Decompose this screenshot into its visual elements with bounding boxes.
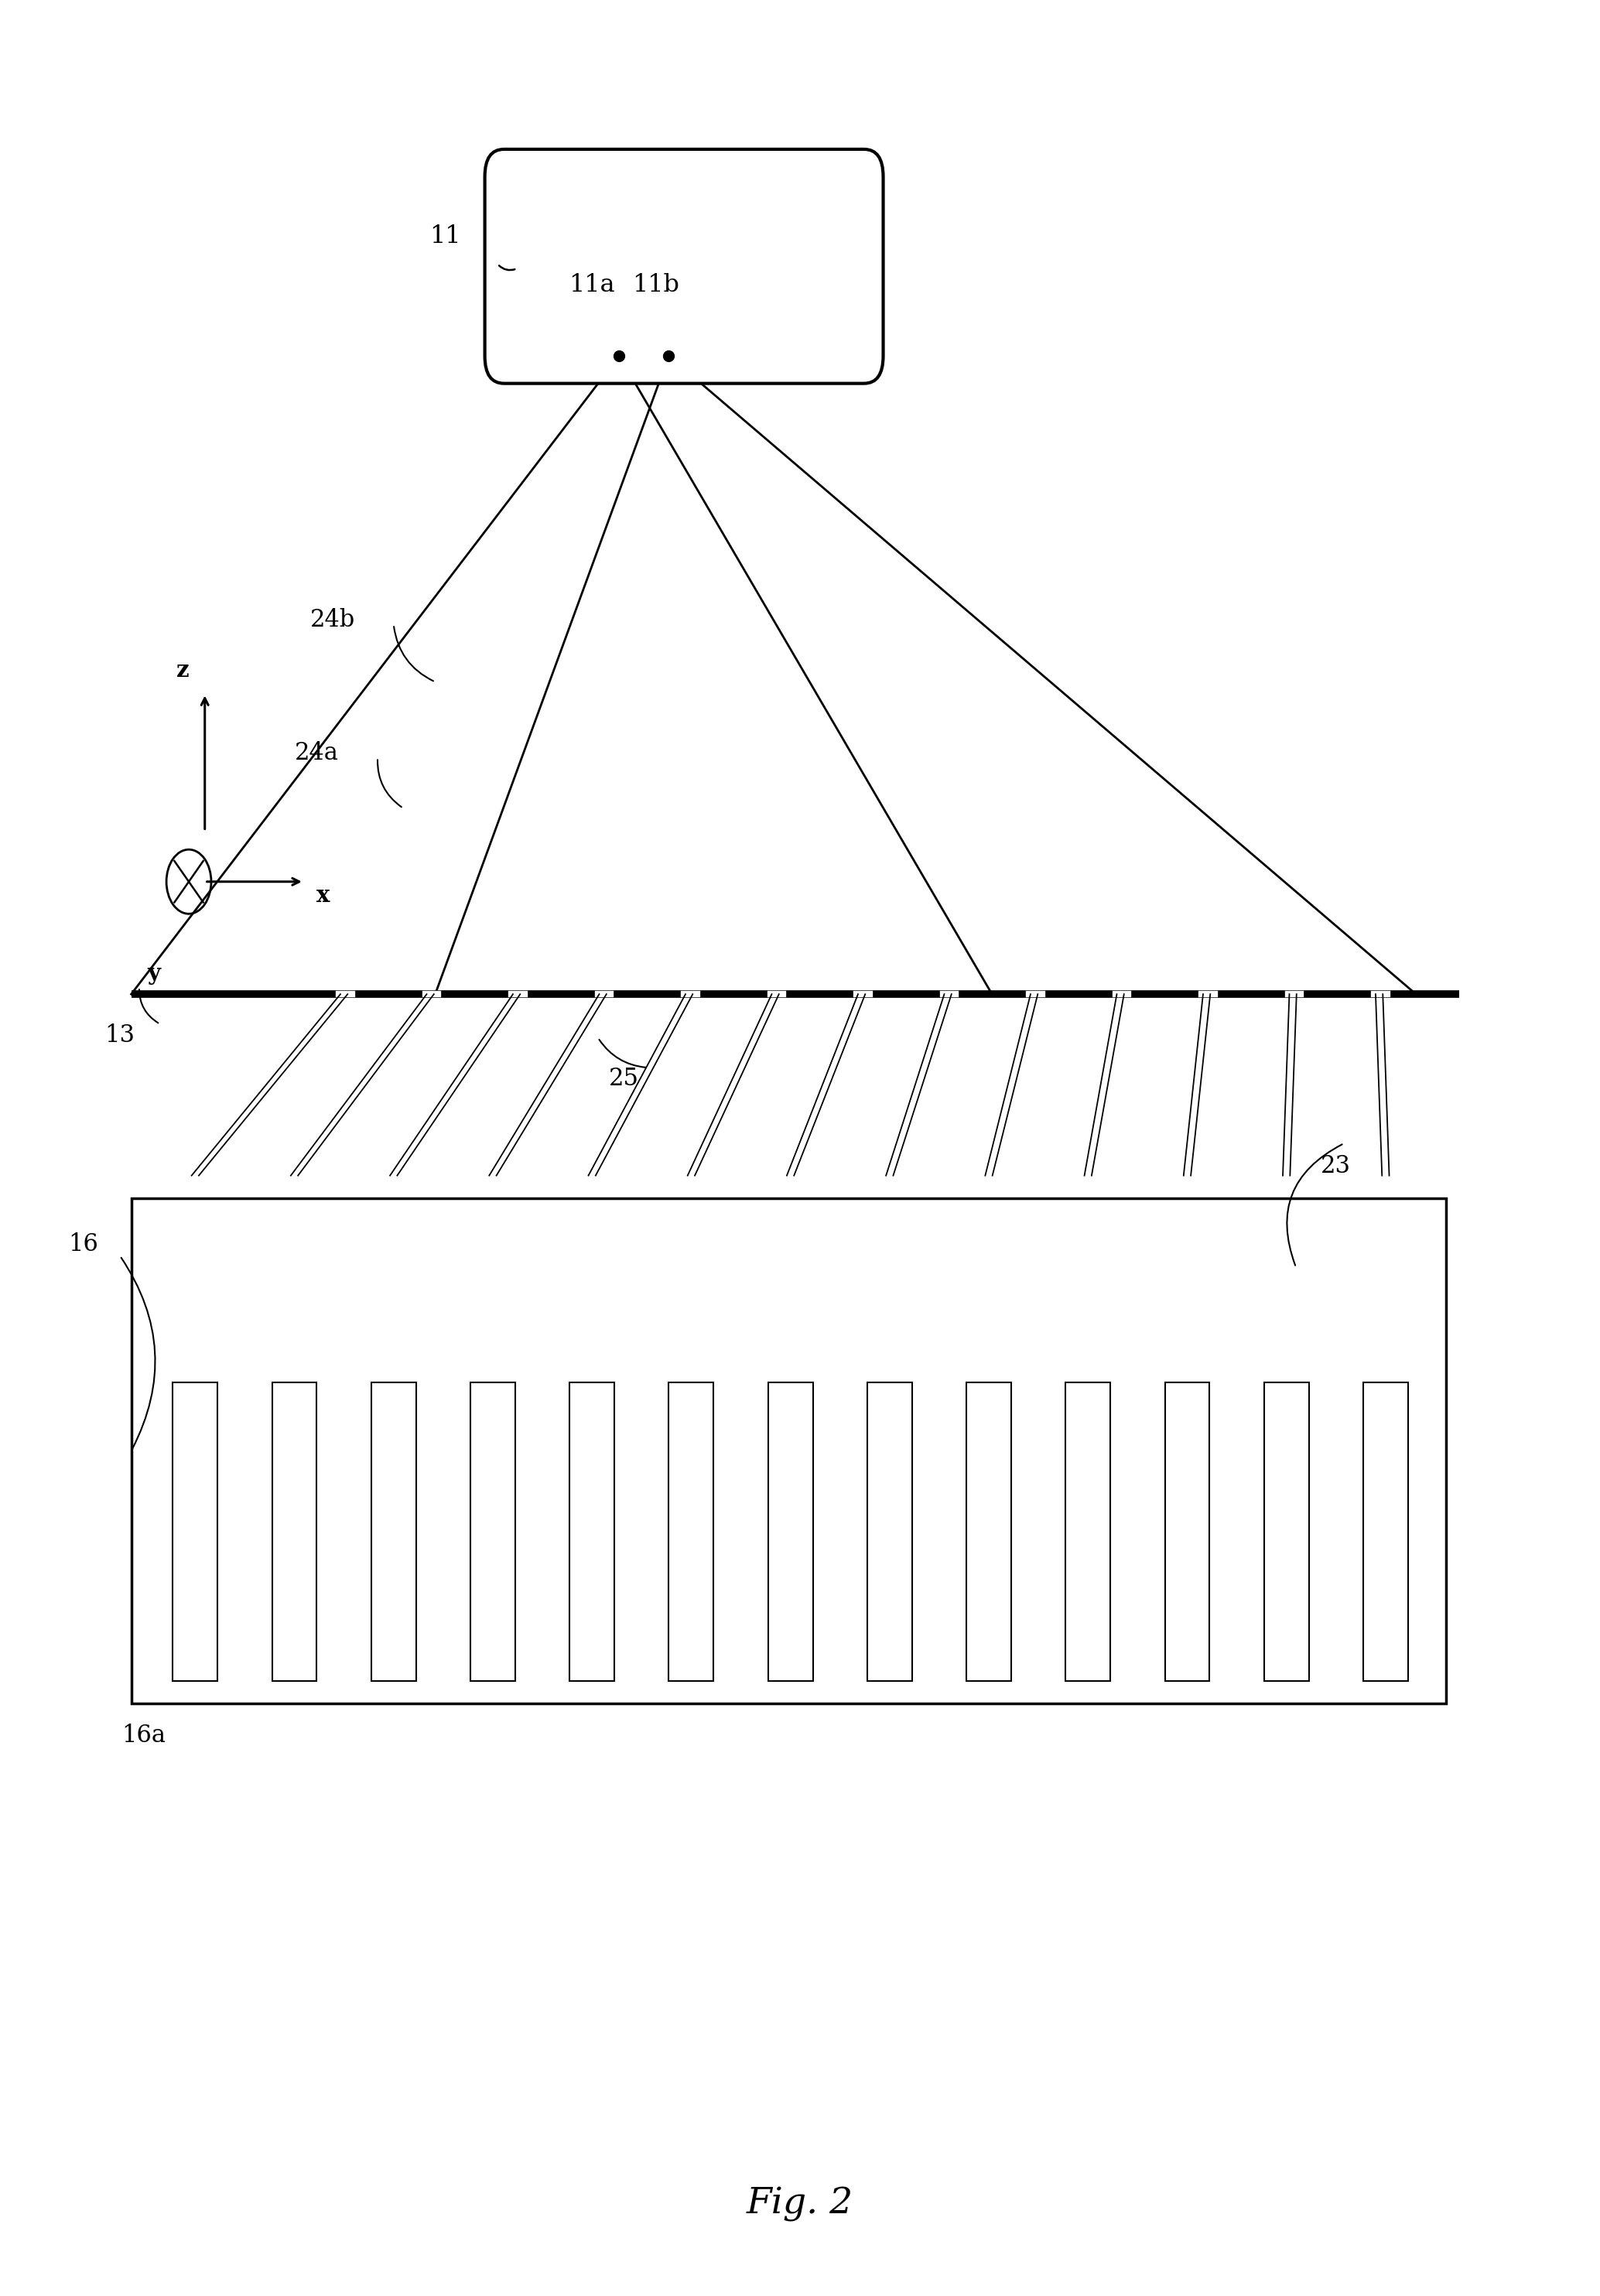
Bar bbox=[470, 1382, 515, 1681]
Bar bbox=[131, 1199, 1446, 1704]
Text: 24a: 24a bbox=[294, 742, 339, 765]
Text: 23: 23 bbox=[1322, 1155, 1350, 1178]
Text: 16: 16 bbox=[69, 1233, 98, 1256]
FancyBboxPatch shape bbox=[485, 149, 883, 383]
Text: x: x bbox=[317, 884, 330, 907]
Bar bbox=[1264, 1382, 1309, 1681]
Bar bbox=[570, 1382, 614, 1681]
Bar bbox=[768, 1382, 813, 1681]
Text: 11a: 11a bbox=[570, 273, 614, 296]
Bar bbox=[1363, 1382, 1408, 1681]
Text: 11: 11 bbox=[429, 225, 461, 248]
Text: 11b: 11b bbox=[632, 273, 680, 296]
Bar bbox=[1165, 1382, 1210, 1681]
Bar bbox=[1066, 1382, 1110, 1681]
Bar bbox=[272, 1382, 317, 1681]
Bar bbox=[867, 1382, 912, 1681]
Text: z: z bbox=[176, 659, 189, 682]
Bar bbox=[669, 1382, 714, 1681]
Text: y: y bbox=[147, 962, 160, 985]
Text: 13: 13 bbox=[106, 1024, 134, 1047]
Text: 16a: 16a bbox=[122, 1724, 166, 1747]
Bar bbox=[173, 1382, 218, 1681]
Bar bbox=[371, 1382, 416, 1681]
Text: 25: 25 bbox=[610, 1068, 638, 1091]
Text: Fig. 2: Fig. 2 bbox=[747, 2186, 853, 2223]
Text: 24b: 24b bbox=[310, 608, 355, 631]
Bar bbox=[966, 1382, 1011, 1681]
